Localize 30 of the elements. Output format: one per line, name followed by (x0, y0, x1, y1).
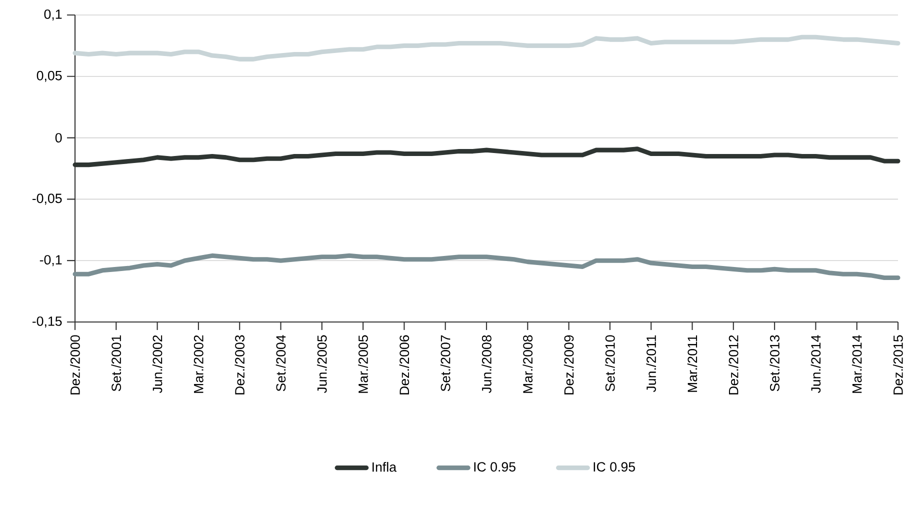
legend-label: Infla (372, 462, 397, 472)
x-tick-label: Jun./2002 (152, 335, 162, 394)
x-tick-label: Dez./2012 (728, 335, 738, 394)
x-tick-label: Jun./2011 (646, 335, 656, 392)
x-tick-label: Set./2001 (111, 335, 122, 392)
y-tick-label: 0,05 (36, 70, 62, 82)
x-tick-label: Set./2004 (276, 335, 286, 392)
x-tick-label: Dez./2006 (399, 335, 410, 394)
legend-label: IC 0.95 (474, 462, 516, 472)
x-tick-label: Dez./2003 (234, 335, 244, 394)
y-tick-label: 0 (55, 133, 62, 143)
y-tick-label: 0,1 (44, 9, 62, 21)
x-tick-label: Dez./2015 (893, 335, 903, 394)
x-tick-label: Dez./2009 (564, 335, 574, 394)
x-tick-label: Dez./2000 (70, 335, 80, 394)
x-tick-label: Mar./2005 (358, 335, 368, 393)
x-tick-label: Jun./2005 (317, 335, 327, 394)
x-tick-label: Set./2013 (770, 335, 780, 392)
x-tick-label: Mar./2002 (194, 335, 204, 393)
x-tick-label: Set./2010 (605, 335, 615, 392)
y-tick-label: -0,15 (32, 316, 62, 328)
x-tick-label: Mar./2014 (852, 335, 862, 393)
x-tick-label: Set./2007 (440, 335, 450, 392)
x-tick-label: Mar./2008 (522, 335, 533, 393)
x-tick-label: Jun./2014 (810, 335, 821, 394)
legend-label: IC 0.95 (594, 462, 635, 472)
x-tick-label: Mar./2011 (687, 335, 698, 392)
y-tick-label: -0,05 (32, 194, 62, 205)
y-tick-label: -0,1 (40, 255, 62, 266)
x-tick-label: Jun./2008 (482, 335, 492, 394)
